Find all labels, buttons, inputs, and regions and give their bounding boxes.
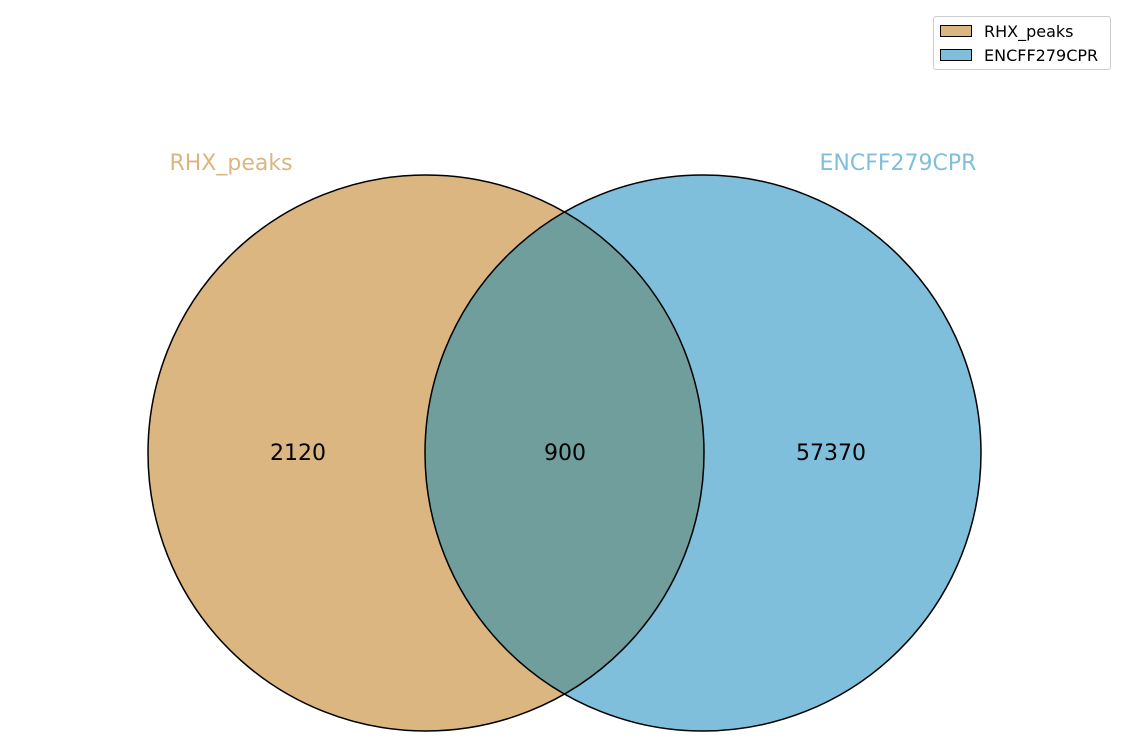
legend-item-encff279cpr: ENCFF279CPR bbox=[940, 45, 1098, 65]
region-count-encff279cpr-only: 57370 bbox=[796, 441, 866, 466]
legend: RHX_peaks ENCFF279CPR bbox=[933, 16, 1111, 70]
region-count-intersection: 900 bbox=[544, 441, 586, 466]
intersection-region bbox=[425, 175, 704, 731]
set-label-encff279cpr: ENCFF279CPR bbox=[820, 151, 977, 176]
legend-swatch-encff279cpr bbox=[940, 49, 972, 61]
region-count-rhx-peaks-only: 2120 bbox=[270, 441, 326, 466]
set-label-rhx-peaks: RHX_peaks bbox=[169, 151, 292, 176]
legend-label-encff279cpr: ENCFF279CPR bbox=[984, 45, 1099, 65]
set-outline-encff279cpr bbox=[424, 174, 982, 732]
legend-label-rhx-peaks: RHX_peaks bbox=[984, 21, 1074, 41]
legend-swatch-rhx-peaks bbox=[940, 25, 972, 37]
set-outline-rhx-peaks bbox=[147, 174, 705, 732]
legend-item-rhx-peaks: RHX_peaks bbox=[940, 21, 1074, 41]
